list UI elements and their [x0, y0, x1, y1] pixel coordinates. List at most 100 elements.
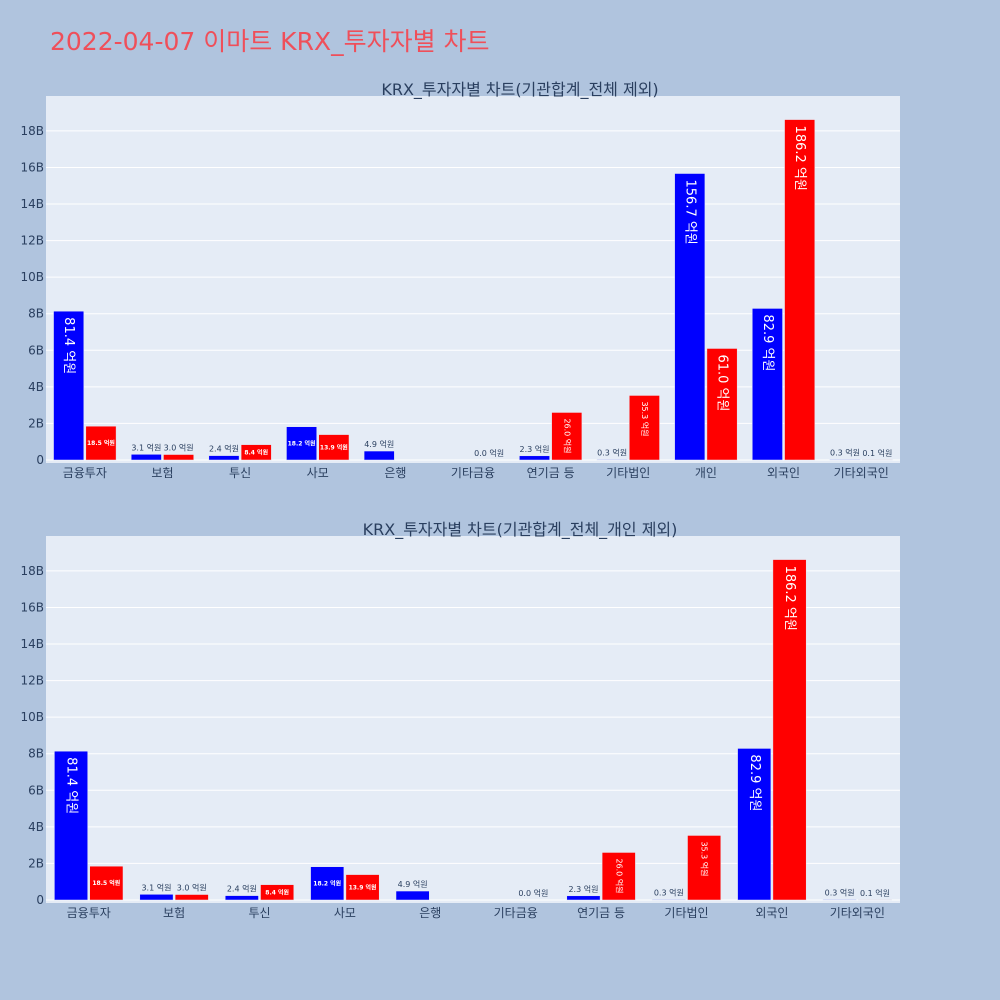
data-label: 2.3 억원	[519, 444, 549, 454]
y-tick-label: 18B	[20, 564, 44, 578]
data-label: 0.1 억원	[860, 888, 890, 898]
bar-series2	[318, 434, 350, 461]
y-tick-label: 16B	[20, 600, 44, 614]
y-tick-label: 10B	[20, 270, 44, 284]
x-tick-label: 금융투자	[67, 906, 111, 920]
bar-series1	[53, 310, 85, 461]
data-label: 0.3 억원	[825, 887, 855, 897]
chart-title: KRX_투자자별 차트(기관합계_전체_개인 제외)	[363, 520, 678, 540]
data-label: 26.0 억원	[614, 858, 624, 893]
bar-series2	[345, 874, 380, 901]
data-label: 13.9 억원	[320, 443, 348, 451]
y-tick-label: 12B	[20, 674, 44, 688]
x-tick-label: 금융투자	[63, 466, 107, 480]
bar-series1	[395, 890, 430, 901]
y-tick-label: 6B	[28, 783, 44, 797]
bar-series2	[687, 835, 722, 901]
y-tick-label: 2B	[28, 416, 44, 430]
x-tick-label: 사모	[334, 906, 356, 920]
data-label: 4.9 억원	[398, 879, 428, 889]
x-tick-label: 보험	[163, 906, 185, 920]
x-tick-label: 기타법인	[606, 466, 650, 480]
data-label: 18.5 억원	[87, 439, 115, 447]
bar-series1	[130, 454, 162, 461]
bar-series2	[260, 884, 295, 901]
bar-series1	[829, 459, 861, 461]
bar-series1	[224, 895, 259, 901]
y-tick-label: 0	[36, 453, 44, 467]
bar-series1	[737, 748, 772, 901]
x-tick-label: 개인	[695, 466, 717, 480]
data-label: 3.0 억원	[164, 443, 194, 453]
data-label: 61.0 억원	[715, 354, 730, 411]
bar-series1	[363, 450, 395, 461]
bar-series1	[286, 426, 317, 461]
bar-series1	[566, 895, 601, 901]
data-label: 82.9 억원	[747, 754, 762, 811]
chart-top: KRX_투자자별 차트(기관합계_전체 제외) 0 2B 4B 6B 8B 10B 12B 14…	[20, 80, 900, 480]
data-label: 82.9 억원	[760, 314, 775, 371]
bar-series2	[85, 425, 117, 461]
data-label: 4.9 억원	[364, 439, 394, 449]
data-label: 3.1 억원	[141, 882, 171, 892]
y-tick-label: 6B	[28, 343, 44, 357]
bar-series1	[651, 899, 686, 901]
data-label: 0.3 억원	[830, 447, 860, 457]
y-tick-label: 18B	[20, 124, 44, 138]
y-tick-label: 4B	[28, 380, 44, 394]
x-tick-label: 투신	[248, 906, 270, 920]
x-tick-label: 기타외국인	[830, 906, 885, 920]
data-label: 3.0 억원	[177, 883, 207, 893]
data-label: 0.3 억원	[597, 447, 627, 457]
data-label: 156.7 억원	[682, 180, 697, 245]
x-tick-label: 외국인	[755, 906, 788, 920]
bar-series1	[674, 173, 706, 461]
bar-series1	[519, 455, 550, 461]
y-tick-label: 10B	[20, 710, 44, 724]
data-label: 35.3 억원	[700, 841, 710, 876]
bar-series2	[240, 444, 272, 461]
data-label: 0.1 억원	[862, 448, 892, 458]
data-label: 2.3 억원	[568, 884, 598, 894]
y-tick-label: 12B	[20, 234, 44, 248]
y-tick-label: 14B	[20, 197, 44, 211]
x-tick-label: 기타금융	[451, 466, 495, 480]
y-tick-label: 8B	[28, 307, 44, 321]
bar-series1	[54, 750, 88, 901]
data-label: 13.9 억원	[349, 883, 377, 891]
x-tick-label: 외국인	[767, 466, 800, 480]
y-tick-label: 16B	[20, 160, 44, 174]
bar-series2	[601, 852, 636, 901]
x-tick-label: 기타법인	[664, 906, 708, 920]
y-tick-label: 0	[36, 893, 44, 907]
data-label: 3.1 억원	[131, 442, 161, 452]
plot-area	[46, 536, 900, 903]
bar-series1	[822, 899, 857, 901]
data-label: 0.3 억원	[654, 887, 684, 897]
data-label: 18.2 억원	[288, 439, 316, 447]
data-label: 0.0 억원	[474, 448, 504, 458]
data-label: 186.2 억원	[782, 566, 797, 631]
bar-series2	[551, 412, 583, 461]
bar-series1	[596, 459, 628, 461]
x-tick-label: 투신	[229, 466, 251, 480]
data-label: 35.3 억원	[640, 401, 650, 436]
chart-title: KRX_투자자별 차트(기관합계_전체 제외)	[381, 80, 658, 100]
y-tick-label: 14B	[20, 637, 44, 651]
data-label: 8.4 억원	[265, 888, 289, 896]
data-label: 81.4 억원	[64, 757, 79, 814]
y-tick-label: 2B	[28, 856, 44, 870]
x-tick-label: 사모	[307, 466, 329, 480]
x-tick-label: 기타금융	[494, 906, 538, 920]
x-tick-label: 은행	[419, 905, 441, 920]
bar-series1	[139, 894, 174, 901]
data-label: 2.4 억원	[209, 444, 239, 454]
x-tick-label: 기타외국인	[834, 466, 889, 480]
bar-series2	[706, 348, 738, 461]
bar-series1	[208, 455, 240, 461]
bar-series2	[629, 395, 660, 461]
bar-series2	[174, 894, 209, 901]
data-label: 26.0 억원	[562, 418, 572, 453]
page-title: 2022-04-07 이마트 KRX_투자자별 차트	[50, 27, 490, 56]
